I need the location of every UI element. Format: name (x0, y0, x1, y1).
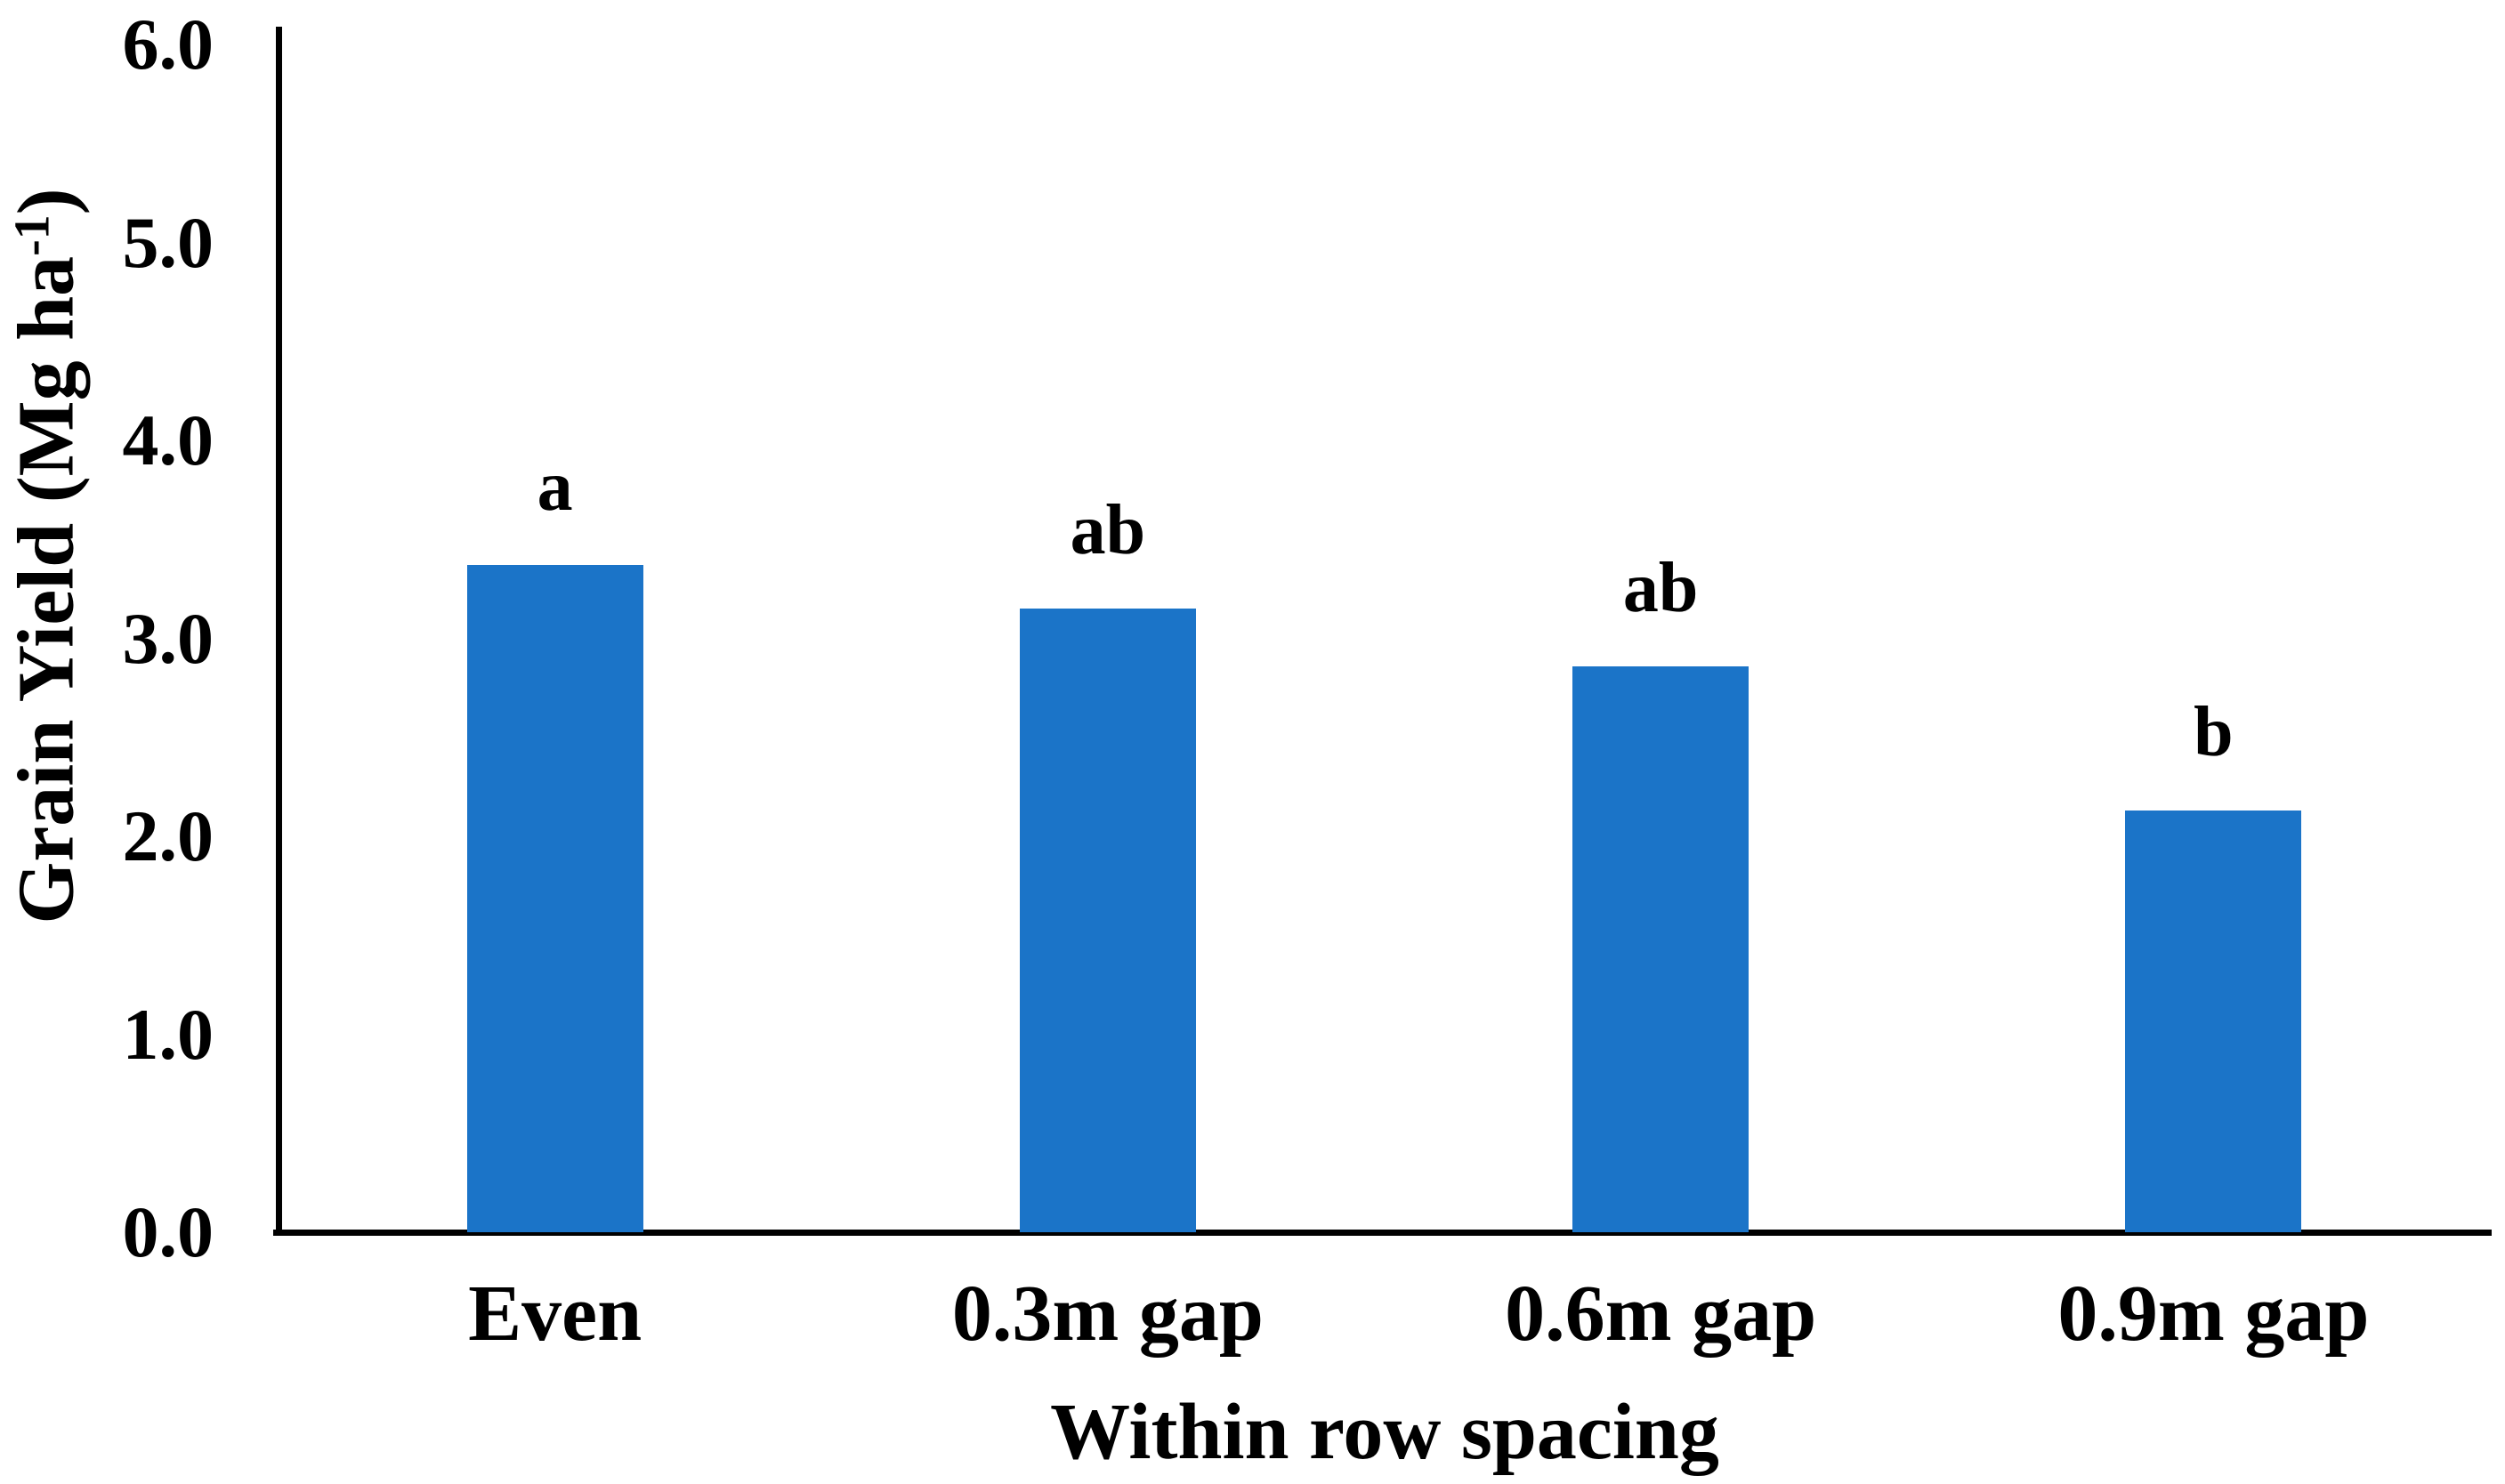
y-axis-line (276, 27, 282, 1236)
y-tick-label: 0.0 (122, 1191, 214, 1272)
bar-0-9m-gap (2125, 811, 2302, 1232)
y-tick-label: 3.0 (122, 597, 214, 679)
significance-letter: ab (1070, 491, 1146, 570)
significance-letter: b (2194, 693, 2234, 772)
x-tick-label: 0.3m gap (951, 1270, 1264, 1358)
bar-0-3m-gap (1019, 609, 1196, 1232)
x-tick-label: 0.6m gap (1505, 1270, 1817, 1358)
bar-0-6m-gap (1572, 665, 1749, 1232)
y-tick-label: 6.0 (122, 4, 214, 85)
y-tick-label: 2.0 (122, 795, 214, 876)
bar-even (466, 565, 643, 1232)
y-tick-label: 1.0 (122, 993, 214, 1075)
x-axis-line (273, 1230, 2492, 1236)
y-tick-label: 4.0 (122, 399, 214, 480)
significance-letter: a (537, 448, 573, 527)
y-tick-label: 5.0 (122, 201, 214, 283)
significance-letter: ab (1622, 548, 1699, 627)
x-tick-label: 0.9m gap (2057, 1270, 2370, 1358)
x-tick-label: Even (468, 1270, 642, 1358)
x-axis-title: Within row spacing (1050, 1388, 1719, 1476)
